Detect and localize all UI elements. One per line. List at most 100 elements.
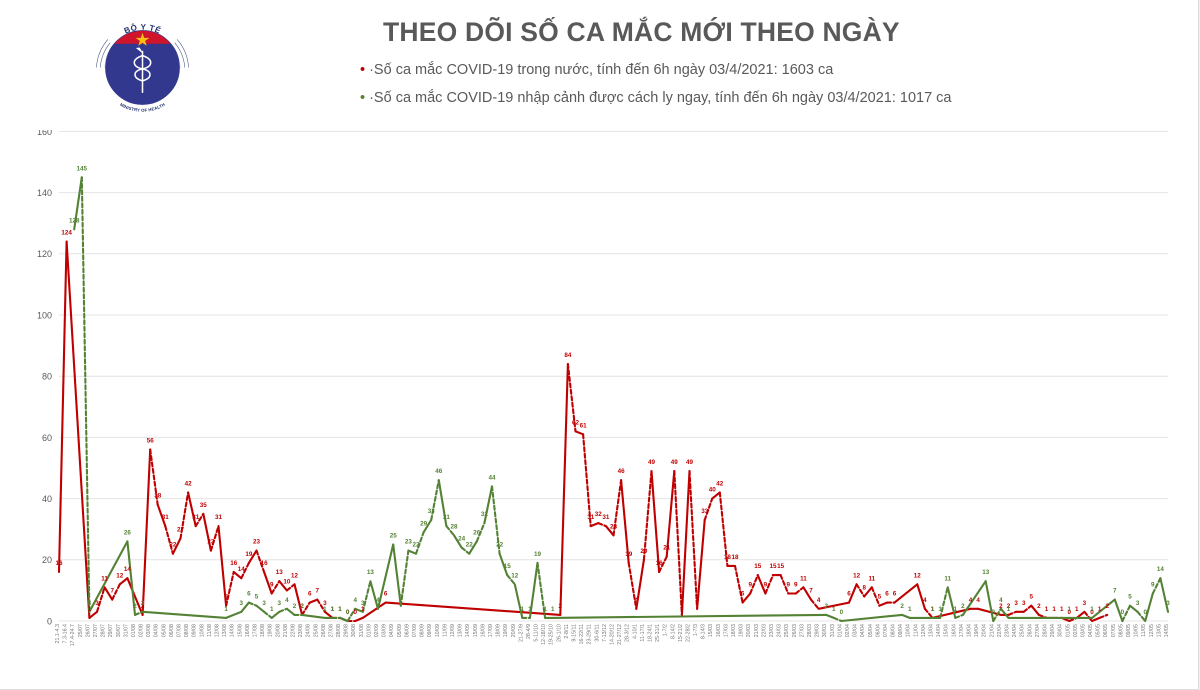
svg-text:7-13/12: 7-13/12 (602, 624, 608, 642)
svg-text:3: 3 (262, 600, 266, 607)
svg-text:49: 49 (648, 459, 656, 466)
svg-text:30/07: 30/07 (116, 624, 122, 637)
svg-text:25/08: 25/08 (313, 624, 319, 637)
svg-text:31/07: 31/07 (123, 624, 129, 637)
svg-text:1: 1 (908, 606, 912, 613)
svg-text:4: 4 (695, 597, 699, 604)
svg-text:19: 19 (625, 551, 633, 558)
svg-text:2: 2 (300, 603, 304, 610)
svg-text:03/04: 03/04 (853, 624, 859, 637)
svg-text:1: 1 (1060, 606, 1064, 613)
svg-text:29: 29 (420, 520, 428, 527)
svg-text:32: 32 (481, 511, 489, 518)
svg-text:29/08: 29/08 (344, 624, 350, 637)
svg-text:84: 84 (564, 352, 572, 359)
svg-text:20/09: 20/09 (511, 624, 517, 637)
svg-text:26/08: 26/08 (321, 624, 327, 637)
svg-text:10/09: 10/09 (435, 624, 441, 637)
svg-text:04/08: 04/08 (154, 624, 160, 637)
svg-text:16: 16 (261, 560, 269, 567)
svg-text:08/08: 08/08 (184, 624, 190, 637)
svg-text:7: 7 (1113, 588, 1117, 595)
svg-text:14: 14 (1157, 566, 1165, 573)
svg-text:01/08: 01/08 (131, 624, 137, 637)
svg-text:22: 22 (496, 542, 504, 549)
svg-text:11: 11 (800, 575, 807, 582)
svg-text:12/05: 12/05 (1149, 624, 1155, 637)
svg-text:20/03: 20/03 (746, 624, 752, 637)
svg-text:1: 1 (1075, 606, 1079, 613)
svg-text:5-11/10: 5-11/10 (534, 624, 540, 642)
svg-text:1: 1 (88, 606, 92, 613)
svg-text:11/09: 11/09 (442, 624, 448, 637)
svg-text:28-3/12: 28-3/12 (625, 624, 631, 642)
svg-text:9: 9 (270, 582, 274, 589)
svg-text:13: 13 (982, 569, 990, 576)
svg-text:07/04: 07/04 (883, 624, 889, 637)
svg-text:100: 100 (37, 310, 52, 320)
svg-text:0: 0 (353, 609, 357, 616)
svg-text:42: 42 (185, 481, 193, 488)
svg-text:28/08: 28/08 (336, 624, 342, 637)
svg-text:1: 1 (954, 606, 958, 613)
svg-text:11-17/1: 11-17/1 (640, 624, 646, 642)
svg-text:23/04: 23/04 (1005, 624, 1011, 637)
svg-text:2: 2 (1105, 603, 1109, 610)
svg-text:14-20/12: 14-20/12 (610, 624, 616, 645)
svg-text:0: 0 (1121, 609, 1125, 616)
svg-text:9-15/11: 9-15/11 (572, 624, 578, 642)
svg-text:20/04: 20/04 (982, 624, 988, 637)
svg-text:23: 23 (253, 539, 261, 546)
svg-text:30/08: 30/08 (351, 624, 357, 637)
svg-text:17/04: 17/04 (959, 624, 965, 637)
svg-text:40: 40 (709, 487, 717, 494)
svg-text:6: 6 (741, 591, 745, 598)
svg-text:7: 7 (316, 588, 320, 595)
svg-text:7.3-16.4: 7.3-16.4 (63, 624, 69, 643)
svg-text:19/08: 19/08 (268, 624, 274, 637)
svg-text:31: 31 (443, 514, 451, 521)
svg-text:46: 46 (618, 468, 626, 475)
svg-text:21/03: 21/03 (754, 624, 760, 637)
svg-text:10/08: 10/08 (199, 624, 205, 637)
svg-text:28-4/9: 28-4/9 (526, 624, 532, 639)
svg-text:04/09: 04/09 (389, 624, 395, 637)
svg-text:15/03: 15/03 (708, 624, 714, 637)
svg-text:0: 0 (840, 609, 844, 616)
svg-text:0: 0 (992, 609, 996, 616)
svg-text:6: 6 (384, 591, 388, 598)
svg-text:4: 4 (635, 597, 639, 604)
svg-text:26: 26 (473, 529, 481, 536)
svg-text:15-21/2: 15-21/2 (678, 624, 684, 642)
svg-text:2-8/11: 2-8/11 (564, 624, 570, 639)
svg-text:06/04: 06/04 (875, 624, 881, 637)
svg-text:9: 9 (1151, 582, 1155, 589)
svg-text:18/08: 18/08 (260, 624, 266, 637)
svg-text:145: 145 (77, 165, 88, 172)
svg-text:25/04: 25/04 (1020, 624, 1026, 637)
svg-text:4: 4 (817, 597, 821, 604)
svg-text:7: 7 (110, 588, 114, 595)
svg-text:16/08: 16/08 (245, 624, 251, 637)
svg-text:56: 56 (147, 438, 155, 445)
svg-text:18/09: 18/09 (496, 624, 502, 637)
svg-text:6: 6 (847, 591, 851, 598)
svg-text:18/03: 18/03 (731, 624, 737, 637)
svg-text:17/03: 17/03 (723, 624, 729, 637)
svg-text:16: 16 (55, 560, 63, 567)
svg-text:11/05: 11/05 (1141, 624, 1147, 637)
svg-text:3: 3 (1166, 600, 1170, 607)
svg-text:21: 21 (663, 545, 671, 552)
svg-text:26-1/10: 26-1/10 (556, 624, 562, 642)
svg-text:1: 1 (1068, 606, 1072, 613)
svg-text:25-31/1: 25-31/1 (655, 624, 661, 642)
svg-text:05/04: 05/04 (868, 624, 874, 637)
svg-text:02/05: 02/05 (1073, 624, 1079, 637)
svg-text:30-6/11: 30-6/11 (594, 624, 600, 642)
svg-text:22: 22 (412, 542, 420, 549)
svg-text:2: 2 (293, 603, 297, 610)
svg-text:10/04: 10/04 (906, 624, 912, 637)
svg-text:9: 9 (764, 582, 768, 589)
svg-text:17.4-24.7: 17.4-24.7 (70, 624, 76, 646)
svg-text:1-7/2: 1-7/2 (663, 624, 669, 636)
